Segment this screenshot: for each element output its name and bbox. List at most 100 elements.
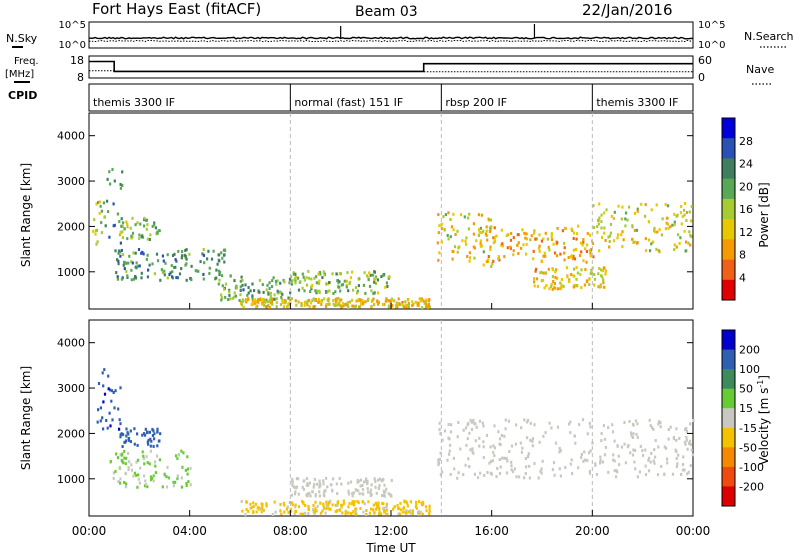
heatmap-cell bbox=[185, 482, 188, 485]
heatmap-cell bbox=[673, 212, 676, 216]
heatmap-cell bbox=[194, 269, 197, 273]
heatmap-cell bbox=[636, 475, 639, 479]
heatmap-cell bbox=[328, 281, 331, 284]
heatmap-cell bbox=[604, 272, 607, 276]
heatmap-cell bbox=[690, 219, 693, 223]
heatmap-cell bbox=[249, 506, 252, 510]
heatmap-cell bbox=[421, 306, 424, 310]
heatmap-cell bbox=[155, 232, 158, 236]
heatmap-cell bbox=[295, 303, 298, 307]
heatmap-cell bbox=[125, 482, 128, 486]
power-ylabel: Slant Range [km] bbox=[19, 163, 33, 267]
heatmap-cell bbox=[638, 470, 641, 474]
colorbar-swatch bbox=[722, 330, 735, 351]
heatmap-cell bbox=[582, 259, 585, 263]
heatmap-cell bbox=[385, 505, 388, 509]
heatmap-cell bbox=[387, 305, 390, 309]
heatmap-cell bbox=[597, 272, 600, 276]
heatmap-cell bbox=[357, 284, 360, 288]
heatmap-cell bbox=[581, 243, 584, 247]
heatmap-cell bbox=[644, 464, 647, 468]
heatmap-cell bbox=[341, 283, 345, 287]
heatmap-cell bbox=[100, 231, 103, 235]
heatmap-cell bbox=[396, 504, 399, 507]
heatmap-cell bbox=[203, 261, 206, 265]
heatmap-cell bbox=[527, 452, 530, 456]
heatmap-cell bbox=[117, 480, 120, 483]
heatmap-cell bbox=[280, 512, 283, 516]
heatmap-cell bbox=[123, 261, 126, 264]
heatmap-cell bbox=[675, 438, 678, 442]
heatmap-cell bbox=[125, 456, 128, 460]
heatmap-cell bbox=[524, 472, 527, 475]
heatmap-cell bbox=[153, 437, 156, 441]
heatmap-cell bbox=[405, 305, 408, 309]
heatmap-cell bbox=[112, 391, 115, 394]
heatmap-cell bbox=[247, 297, 250, 301]
heatmap-cell bbox=[538, 249, 541, 253]
heatmap-cell bbox=[437, 213, 440, 217]
heatmap-cell bbox=[572, 254, 575, 258]
heatmap-cell bbox=[127, 261, 130, 265]
heatmap-cell bbox=[329, 499, 332, 503]
heatmap-cell bbox=[577, 224, 580, 228]
heatmap-cell bbox=[353, 503, 356, 507]
heatmap-cell bbox=[174, 265, 177, 269]
heatmap-cell bbox=[159, 278, 162, 282]
heatmap-cell bbox=[212, 249, 215, 253]
heatmap-cell bbox=[470, 420, 473, 424]
heatmap-cell bbox=[685, 249, 688, 253]
heatmap-cell bbox=[121, 224, 124, 228]
heatmap-cell bbox=[334, 298, 337, 302]
heatmap-cell bbox=[332, 302, 335, 306]
heatmap-cell bbox=[385, 487, 388, 491]
heatmap-cell bbox=[588, 283, 591, 286]
heatmap-cell bbox=[405, 511, 408, 515]
heatmap-cell bbox=[314, 507, 317, 511]
heatmap-cell bbox=[149, 233, 152, 237]
heatmap-cell bbox=[377, 501, 380, 505]
heatmap-cell bbox=[223, 287, 226, 291]
heatmap-cell bbox=[653, 461, 656, 465]
heatmap-cell bbox=[556, 276, 559, 280]
heatmap-cell bbox=[367, 490, 370, 494]
heatmap-cell bbox=[457, 471, 460, 475]
heatmap-cell bbox=[514, 442, 517, 446]
heatmap-cell bbox=[616, 444, 619, 448]
heatmap-cell bbox=[110, 389, 114, 393]
heatmap-cell bbox=[404, 300, 407, 304]
heatmap-cell bbox=[505, 456, 508, 460]
heatmap-cell bbox=[603, 453, 607, 457]
heatmap-cell bbox=[491, 459, 494, 463]
heatmap-cell bbox=[274, 279, 278, 283]
heatmap-cell bbox=[428, 509, 431, 513]
heatmap-cell bbox=[612, 453, 615, 457]
heatmap-cell bbox=[631, 453, 635, 457]
heatmap-cell bbox=[322, 270, 325, 274]
heatmap-cell bbox=[666, 457, 669, 461]
heatmap-cell bbox=[255, 305, 258, 309]
heatmap-cell bbox=[110, 399, 113, 403]
heatmap-cell bbox=[460, 213, 463, 217]
heatmap-cell bbox=[373, 270, 377, 274]
heatmap-cell bbox=[150, 478, 153, 482]
noise-traces bbox=[88, 24, 694, 43]
heatmap-cell bbox=[543, 251, 546, 255]
heatmap-cell bbox=[529, 238, 532, 242]
heatmap-cell bbox=[506, 246, 509, 250]
heatmap-cell bbox=[95, 202, 98, 206]
heatmap-cell bbox=[336, 509, 339, 512]
heatmap-cell bbox=[527, 454, 530, 458]
heatmap-cell bbox=[472, 245, 475, 249]
heatmap-cell bbox=[313, 276, 316, 280]
heatmap-cell bbox=[480, 231, 483, 235]
heatmap-cell bbox=[338, 301, 341, 305]
heatmap-cell bbox=[591, 241, 594, 245]
heatmap-cell bbox=[146, 440, 149, 444]
heatmap-cell bbox=[452, 212, 455, 216]
heatmap-cell bbox=[691, 453, 694, 457]
heatmap-cell bbox=[294, 490, 297, 494]
heatmap-cell bbox=[679, 211, 683, 215]
heatmap-cell bbox=[658, 228, 661, 232]
